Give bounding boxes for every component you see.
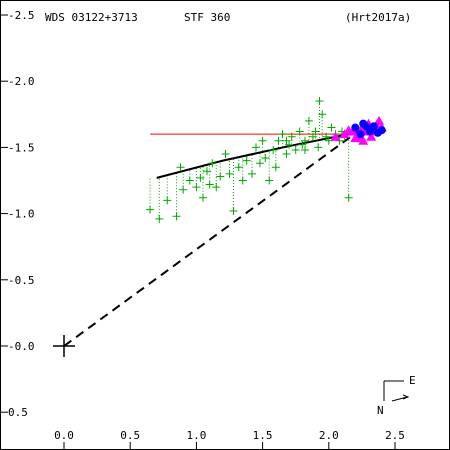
compass-east-label: E [409, 374, 416, 387]
header-designation: WDS 03122+3713 [45, 11, 138, 24]
observation-plus-marker [269, 146, 278, 155]
observation-plus-marker [229, 206, 238, 215]
speckle-triangle-marker [350, 133, 361, 143]
observation-plus-marker [146, 205, 155, 214]
observation-plus-marker [327, 123, 336, 132]
observation-plus-marker [258, 136, 267, 145]
observation-plus-marker [318, 110, 327, 119]
interferometric-circle-marker [356, 130, 365, 139]
observation-plus-marker [251, 143, 260, 152]
primary-star-cross-icon [53, 335, 75, 357]
observation-plus-marker [295, 127, 304, 136]
observation-plus-marker [205, 180, 214, 189]
observation-plus-marker [311, 127, 320, 136]
observation-plus-marker [225, 169, 234, 178]
x-tick-label: 0.5 [120, 429, 140, 442]
x-axis-ticks: 0.0 0.5 1.0 1.5 2.0 2.5 [54, 429, 405, 449]
observation-plus-marker [242, 156, 251, 165]
observation-plus-marker [291, 146, 300, 155]
observation-plus-marker [163, 196, 172, 205]
observation-plus-marker [185, 176, 194, 185]
speckle-triangle-marker [343, 125, 354, 135]
observation-plus-marker [248, 169, 257, 178]
interferometric-circle-marker [377, 126, 386, 135]
y-tick-label: -1.5 [8, 141, 35, 154]
observation-points [146, 97, 387, 223]
y-tick-label: -2.0 [8, 75, 35, 88]
observation-plus-marker [212, 183, 221, 192]
observation-plus-marker [261, 153, 270, 162]
speckle-triangle-marker [366, 131, 377, 141]
observation-plus-marker [221, 150, 230, 159]
observation-plus-marker [314, 143, 323, 152]
compass-north-label: N [377, 404, 384, 417]
observation-plus-marker [216, 172, 225, 181]
x-tick-label: 1.5 [253, 429, 273, 442]
observation-plus-marker [199, 193, 208, 202]
x-tick-label: 2.5 [385, 429, 405, 442]
interferometric-circle-marker [369, 122, 378, 131]
observation-plus-marker [300, 146, 309, 155]
interferometric-circle-marker [359, 119, 368, 128]
observation-plus-marker [196, 173, 205, 182]
observation-plus-marker [255, 159, 264, 168]
header-reference: (Hrt2017a) [345, 11, 411, 24]
observation-plus-marker [344, 193, 353, 202]
y-tick-label: -2.5 [8, 9, 35, 22]
x-tick-label: 2.0 [319, 429, 339, 442]
observation-plus-marker [172, 212, 181, 221]
header-system-name: STF 360 [184, 11, 230, 24]
y-tick-label: -1.0 [8, 208, 35, 221]
observation-plus-marker [208, 159, 217, 168]
observation-plus-marker [304, 116, 313, 125]
speckle-triangle-marker [358, 135, 369, 145]
observation-plus-marker [176, 163, 185, 172]
speckle-triangle-marker [330, 131, 341, 141]
observation-plus-marker [282, 136, 291, 145]
x-tick-label: 0.0 [54, 429, 74, 442]
observation-plus-marker [308, 132, 317, 141]
observation-plus-marker [287, 132, 296, 141]
y-tick-label: 0.5 [8, 406, 28, 419]
observation-plus-marker [234, 163, 243, 172]
y-tick-label: -0.5 [8, 274, 35, 287]
observation-plus-marker [278, 130, 287, 139]
observation-plus-marker [271, 163, 280, 172]
primary-to-companion-dashed-line [63, 130, 359, 347]
y-axis-ticks: -2.5 -2.0 -1.5 -1.0 -0.5 -0.0 0.5 [1, 9, 35, 419]
observation-plus-marker [155, 214, 164, 223]
observation-plus-marker [202, 167, 211, 176]
observation-plus-marker [274, 136, 283, 145]
y-tick-label: -0.0 [8, 340, 35, 353]
observation-plus-marker [179, 185, 188, 194]
observation-plus-marker [192, 183, 201, 192]
observation-plus-marker [315, 97, 324, 106]
x-tick-label: 1.0 [186, 429, 206, 442]
observation-plus-marker [282, 150, 291, 159]
observation-plus-marker [238, 176, 247, 185]
compass-rose-icon: E N [377, 374, 416, 417]
interferometric-circle-marker [351, 123, 360, 132]
observation-plus-marker [300, 136, 309, 145]
observation-plus-marker [265, 176, 274, 185]
